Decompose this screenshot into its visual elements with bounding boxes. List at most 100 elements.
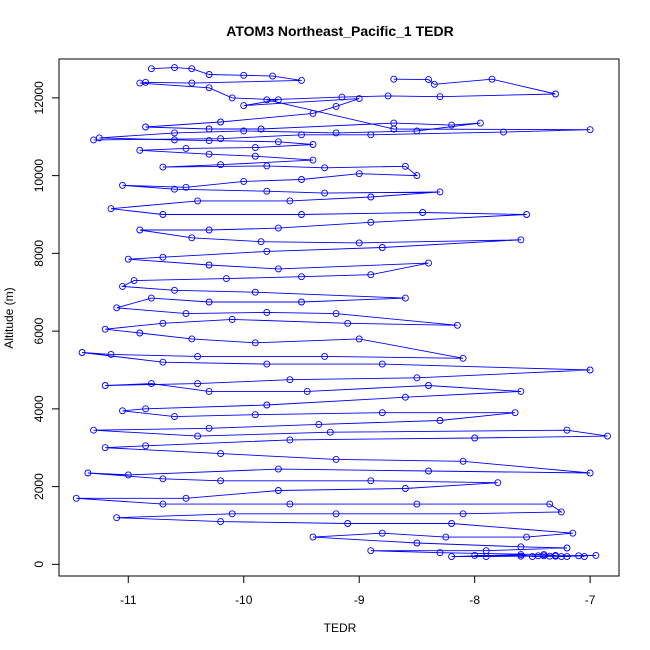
data-point xyxy=(309,156,317,164)
y-tick-label: 10000 xyxy=(32,159,46,193)
data-point xyxy=(257,125,265,133)
data-point xyxy=(401,393,409,401)
data-point xyxy=(401,485,409,492)
data-point xyxy=(136,79,144,87)
data-point xyxy=(188,335,196,343)
data-point xyxy=(205,424,213,432)
data-point xyxy=(269,72,277,80)
data-point xyxy=(171,64,178,72)
data-point xyxy=(240,71,248,79)
data-point xyxy=(194,380,202,388)
x-axis: -11 -10 -9 -8 -7 xyxy=(120,576,596,607)
data-point xyxy=(263,401,271,409)
data-point xyxy=(332,510,340,518)
data-point xyxy=(101,444,109,452)
data-point xyxy=(326,428,334,436)
data-point xyxy=(425,76,432,84)
data-point xyxy=(557,508,565,516)
data-point xyxy=(546,500,554,508)
data-point xyxy=(274,465,282,473)
data-point xyxy=(540,552,548,560)
data-point xyxy=(511,409,519,417)
data-point xyxy=(217,450,225,458)
data-point xyxy=(528,553,536,561)
y-tick-label: 12000 xyxy=(32,81,46,115)
data-point xyxy=(188,79,196,87)
data-point xyxy=(205,261,213,269)
series-layer xyxy=(72,64,611,561)
data-point xyxy=(332,129,340,137)
data-point xyxy=(563,544,571,552)
data-point xyxy=(378,244,386,251)
data-point xyxy=(298,131,305,139)
data-point xyxy=(228,94,236,102)
data-point xyxy=(425,259,432,267)
data-point xyxy=(101,325,109,333)
data-point xyxy=(298,298,305,306)
data-point xyxy=(171,286,178,294)
data-point xyxy=(101,382,109,389)
data-point xyxy=(332,102,340,110)
data-point xyxy=(332,310,340,318)
data-point xyxy=(263,308,271,316)
data-point xyxy=(124,255,132,263)
data-point xyxy=(124,471,132,479)
data-point xyxy=(332,455,340,463)
data-point xyxy=(113,304,121,312)
x-tick-label: -9 xyxy=(354,593,365,607)
data-point xyxy=(171,413,178,421)
data-point xyxy=(159,211,167,218)
data-point xyxy=(517,543,525,551)
data-point xyxy=(355,239,363,247)
data-point xyxy=(413,500,421,508)
data-point xyxy=(274,265,282,273)
data-point xyxy=(136,146,144,154)
data-point xyxy=(159,253,167,261)
data-point xyxy=(401,294,409,302)
data-point xyxy=(459,457,467,465)
data-point xyxy=(436,549,444,557)
data-point xyxy=(321,189,329,197)
x-tick-label: -8 xyxy=(469,593,480,607)
data-point xyxy=(569,529,577,537)
data-point xyxy=(263,360,271,368)
data-point xyxy=(274,138,282,146)
data-point xyxy=(523,211,531,218)
data-point xyxy=(171,136,178,144)
data-point xyxy=(552,552,559,560)
data-point xyxy=(482,553,490,561)
data-point xyxy=(303,387,311,395)
data-point xyxy=(251,144,259,152)
data-point xyxy=(194,352,202,360)
data-point xyxy=(436,188,444,196)
data-point xyxy=(448,553,456,561)
data-point xyxy=(205,84,213,92)
chart-title: ATOM3 Northeast_Pacific_1 TEDR xyxy=(226,23,453,39)
data-point xyxy=(217,135,225,143)
data-point xyxy=(309,533,317,541)
x-tick-label: -10 xyxy=(235,593,253,607)
data-point xyxy=(142,442,150,450)
data-point xyxy=(136,226,144,234)
data-point xyxy=(580,553,588,561)
data-point xyxy=(84,469,92,477)
data-point xyxy=(315,420,323,428)
data-point xyxy=(488,75,496,83)
data-point xyxy=(182,494,190,502)
data-point xyxy=(471,551,479,559)
data-point xyxy=(142,123,150,131)
data-point xyxy=(217,477,225,485)
data-point xyxy=(378,409,386,417)
data-point xyxy=(471,434,479,442)
data-point xyxy=(355,95,363,103)
data-point xyxy=(413,127,421,135)
data-point xyxy=(355,335,363,343)
data-point xyxy=(286,197,294,205)
data-point xyxy=(78,349,86,356)
data-point xyxy=(217,518,225,526)
data-point xyxy=(309,141,317,148)
data-point xyxy=(159,319,167,327)
data-point xyxy=(430,80,438,88)
data-point xyxy=(413,374,421,382)
